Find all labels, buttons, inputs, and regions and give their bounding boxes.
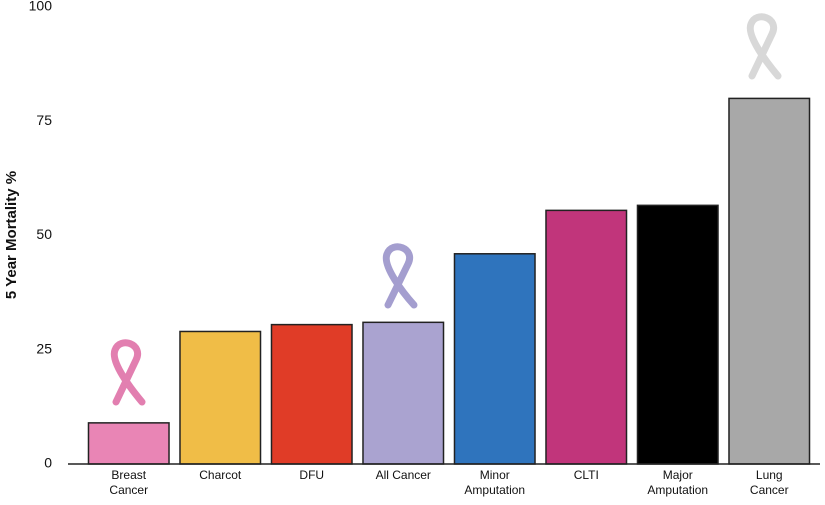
y-tick-label: 0: [44, 455, 52, 471]
bar: [545, 209, 628, 465]
bar: [87, 422, 170, 465]
bar: [453, 253, 536, 465]
bar: [179, 330, 262, 465]
x-tick-label: Lung Cancer: [750, 468, 789, 497]
x-tick-label: DFU: [299, 468, 324, 482]
y-axis-label: 5 Year Mortality %: [3, 171, 20, 299]
ribbon-icon: [746, 13, 782, 80]
x-tick-label: Breast Cancer: [109, 468, 148, 497]
x-tick-label: CLTI: [574, 468, 599, 482]
y-tick-label: 25: [36, 340, 52, 356]
ribbon-icon: [110, 339, 146, 406]
decorations: [110, 13, 782, 406]
x-tick-label: Minor Amputation: [464, 468, 525, 497]
bar: [270, 323, 353, 465]
x-tick-label: Charcot: [199, 468, 242, 482]
y-tick-label: 100: [29, 0, 53, 14]
bar: [636, 204, 719, 465]
bar: [728, 97, 811, 465]
y-tick-label: 50: [36, 226, 52, 242]
x-tick-label: Major Amputation: [647, 468, 708, 497]
x-tick-label: All Cancer: [376, 468, 431, 482]
y-tick-label: 75: [36, 112, 52, 128]
ribbon-icon: [382, 243, 418, 309]
bar: [362, 321, 445, 465]
